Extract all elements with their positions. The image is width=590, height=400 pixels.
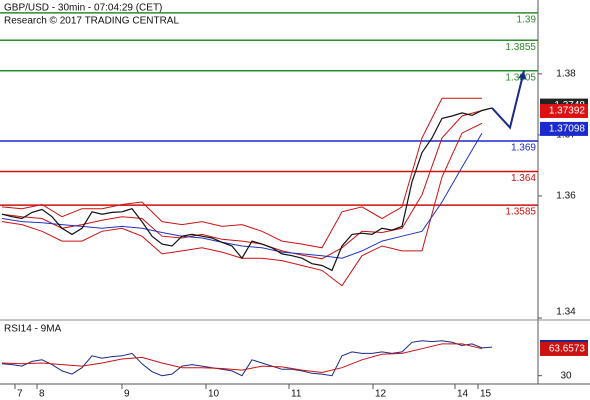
level-label: 1.3855 xyxy=(505,42,536,53)
x-tick-label: 14 xyxy=(457,389,469,400)
level-label: 1.364 xyxy=(511,173,536,184)
y-tick-label: 30 xyxy=(560,370,572,381)
series-line xyxy=(1,132,483,259)
x-tick-label: 10 xyxy=(208,389,220,400)
price-tag xyxy=(540,103,588,118)
x-tick-label: 12 xyxy=(375,389,387,400)
x-tick-label: 9 xyxy=(124,389,130,400)
price-tag-label: 63.6573 xyxy=(549,344,586,355)
y-tick-label: 1.38 xyxy=(556,68,576,79)
level-label: 1.39 xyxy=(517,14,537,25)
y-tick-label: 1.34 xyxy=(556,307,576,318)
forecast-arrow xyxy=(491,70,525,130)
x-tick-label: 8 xyxy=(39,389,45,400)
x-tick-label: 15 xyxy=(480,389,492,400)
series-line xyxy=(1,343,483,374)
series-line xyxy=(1,97,482,249)
price-tag xyxy=(540,341,588,356)
x-tick-label: 11 xyxy=(291,389,302,400)
price-tag-label: 1.37098 xyxy=(549,124,586,135)
level-label: 1.369 xyxy=(511,143,536,154)
indicator-title: RSI14 - 9MA xyxy=(4,324,62,335)
level-label: 1.3585 xyxy=(505,207,536,218)
x-tick-label: 7 xyxy=(17,389,23,400)
chart-subtitle: Research © 2017 TRADING CENTRAL xyxy=(4,16,179,27)
price-tag xyxy=(540,121,588,136)
series-line xyxy=(1,107,493,272)
price-tag-label: 1.37392 xyxy=(549,106,586,117)
y-tick-label: 1.36 xyxy=(556,191,576,202)
arrow-head xyxy=(518,70,526,80)
chart-title: GBP/USD - 30min - 07:04:29 (CET) xyxy=(4,3,162,14)
series-line xyxy=(1,110,483,260)
